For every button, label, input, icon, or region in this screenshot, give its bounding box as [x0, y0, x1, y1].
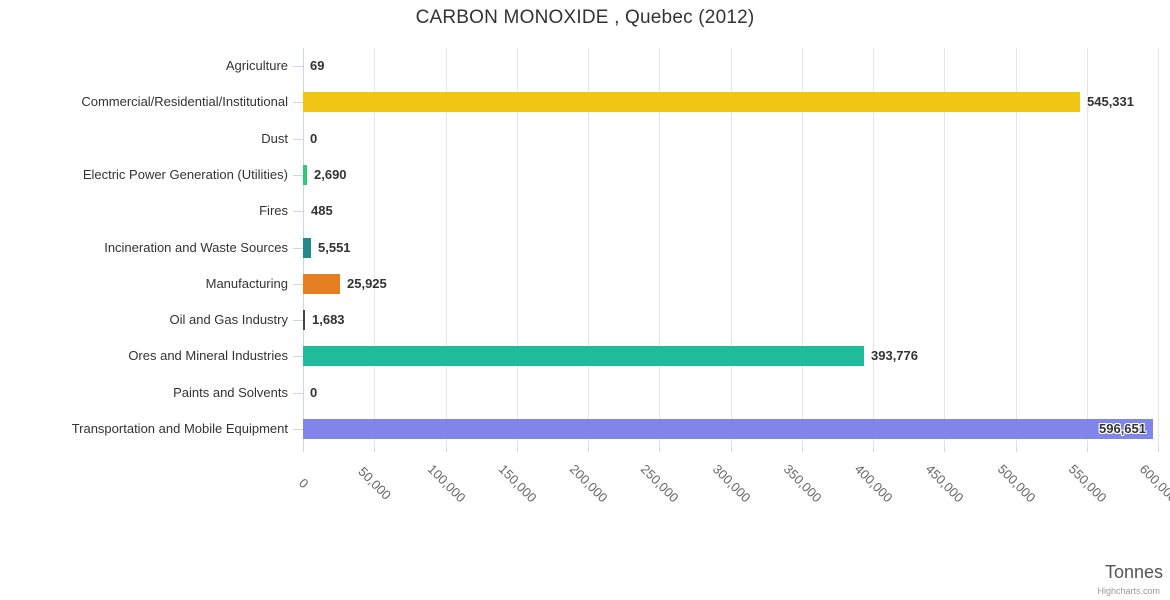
- bar-electric-power-generation-utilities-[interactable]: [303, 164, 307, 185]
- y-axis-tick: [293, 428, 303, 430]
- value-label: 393,776: [871, 348, 918, 364]
- gridline: [445, 48, 447, 447]
- gridline: [659, 48, 661, 447]
- category-label: Oil and Gas Industry: [169, 312, 289, 328]
- x-axis-tick-label: 0: [295, 475, 312, 492]
- gridline: [1158, 48, 1159, 447]
- category-label: Paints and Solvents: [173, 384, 288, 400]
- value-label: 1,683: [312, 312, 345, 328]
- x-axis-tick: [801, 447, 803, 452]
- category-label: Fires: [259, 203, 288, 219]
- y-axis-tick: [293, 247, 303, 249]
- x-axis-tick: [1015, 447, 1017, 452]
- x-axis-tick: [659, 447, 661, 452]
- value-label: 0: [310, 130, 318, 146]
- x-axis-tick-label: 400,000: [851, 461, 896, 506]
- value-label: 545,331: [1087, 94, 1134, 110]
- gridline: [374, 48, 376, 447]
- x-axis-tick: [944, 447, 946, 452]
- x-axis-tick: [1086, 447, 1088, 452]
- value-label: 5,551: [318, 239, 351, 255]
- category-label: Electric Power Generation (Utilities): [82, 166, 288, 182]
- value-label: 0: [310, 384, 318, 400]
- y-axis-tick: [293, 392, 303, 394]
- value-label: 25,925: [347, 275, 387, 291]
- x-axis-tick: [1158, 447, 1159, 452]
- bar-incineration-and-waste-sources[interactable]: [303, 237, 311, 258]
- category-label: Dust: [261, 130, 288, 146]
- gridline: [1086, 48, 1088, 447]
- category-label: Ores and Mineral Industries: [128, 348, 288, 364]
- x-axis-tick: [730, 447, 732, 452]
- value-label: 485: [311, 203, 333, 219]
- highcharts-credit[interactable]: Highcharts.com: [1097, 586, 1160, 596]
- x-axis-tick: [445, 447, 447, 452]
- x-axis-tick-label: 250,000: [638, 461, 682, 506]
- x-axis-tick-label: 300,000: [709, 461, 754, 506]
- gridline: [944, 48, 946, 447]
- y-axis-tick: [293, 320, 303, 322]
- x-axis-title: Tonnes: [1104, 562, 1163, 582]
- x-axis-tick: [588, 447, 589, 452]
- category-label: Agriculture: [225, 58, 288, 74]
- x-axis-tick: [374, 447, 376, 452]
- x-axis-tick-label: 150,000: [495, 461, 540, 506]
- x-axis-tick-label: 500,000: [994, 461, 1039, 506]
- category-label: Manufacturing: [205, 275, 288, 291]
- bar-manufacturing[interactable]: [303, 273, 340, 294]
- value-label: 69: [310, 58, 325, 74]
- y-axis-tick: [293, 356, 303, 358]
- bar-transportation-and-mobile-equipment[interactable]: [303, 418, 1153, 439]
- y-axis-tick: [293, 174, 303, 176]
- gridline: [801, 48, 803, 447]
- x-axis-tick-label: 200,000: [566, 461, 611, 506]
- x-axis-tick: [516, 447, 518, 452]
- gridline: [873, 48, 874, 447]
- x-axis-tick: [873, 447, 874, 452]
- gridline: [730, 48, 732, 447]
- x-axis-tick-label: 50,000: [355, 463, 395, 503]
- gridline: [1015, 48, 1017, 447]
- y-axis-tick: [293, 283, 303, 285]
- y-axis-tick: [293, 66, 303, 68]
- category-label: Commercial/Residential/Institutional: [81, 94, 288, 110]
- y-axis-tick: [293, 138, 303, 140]
- gridline: [588, 48, 589, 447]
- category-label: Transportation and Mobile Equipment: [71, 420, 288, 436]
- gridline: [516, 48, 518, 447]
- bar-commercial-residential-institutional[interactable]: [303, 92, 1080, 113]
- x-axis-tick-label: 350,000: [780, 461, 825, 506]
- value-label: 2,690: [314, 166, 347, 182]
- y-axis-tick: [293, 211, 303, 213]
- x-axis-tick-label: 450,000: [923, 461, 967, 506]
- y-axis-tick: [293, 102, 303, 104]
- bar-ores-and-mineral-industries[interactable]: [303, 346, 864, 367]
- chart-title: CARBON MONOXIDE , Quebec (2012): [415, 7, 755, 28]
- category-label: Incineration and Waste Sources: [104, 239, 288, 255]
- x-axis-tick-label: 100,000: [424, 461, 469, 506]
- bar-oil-and-gas-industry[interactable]: [303, 310, 305, 331]
- x-axis-tick-label: 600,000: [1136, 461, 1170, 506]
- value-label: 596,651: [1099, 420, 1146, 436]
- x-axis-tick-label: 550,000: [1065, 461, 1110, 506]
